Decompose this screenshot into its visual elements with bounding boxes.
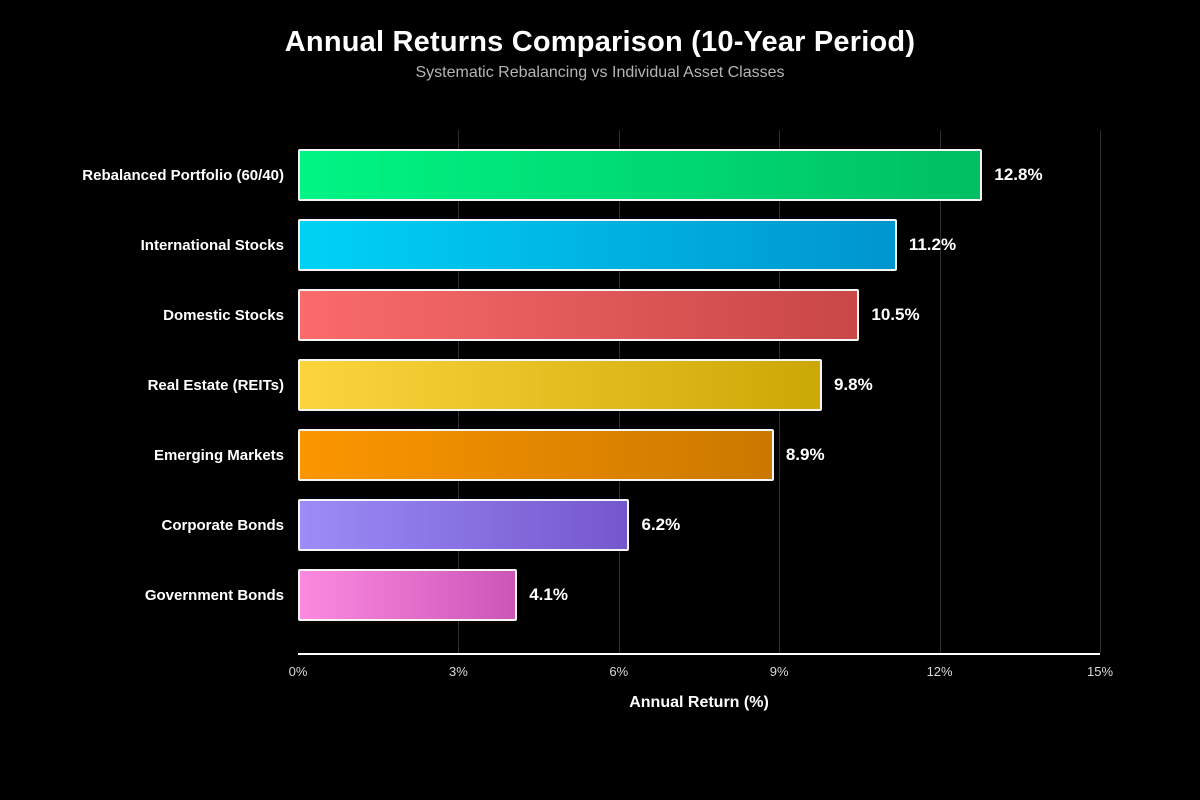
bar-value-label: 9.8% [833,375,873,394]
bar [298,219,897,271]
bar [298,569,518,621]
bar-value-label: 10.5% [871,305,920,324]
bar-row: 6.2% [298,499,1100,551]
category-label: Corporate Bonds [161,516,284,534]
gridline [939,130,941,653]
chart-subtitle: Systematic Rebalancing vs Individual Ass… [415,64,785,81]
bar-row: 12.8% [298,149,1100,201]
bar-value-label: 11.2% [908,235,957,254]
bar [298,499,630,551]
bar [298,149,983,201]
category-label: Rebalanced Portfolio (60/40) [82,166,284,184]
bar-row: 10.5% [298,289,1100,341]
bar-value-label: 8.9% [785,445,825,464]
category-label: International Stocks [140,236,284,254]
bar-value-label: 12.8% [994,165,1043,184]
bar-row: 8.9% [298,429,1100,481]
bar-value-label: 4.1% [529,585,568,604]
x-tick-label: 15% [1086,664,1114,679]
x-tick-label: 12% [926,664,953,679]
x-tick-label: 9% [769,664,789,679]
bar [298,429,774,481]
gridline [1100,130,1101,653]
category-label: Emerging Markets [153,446,284,464]
bar-row: 4.1% [298,569,1100,621]
category-label: Government Bonds [144,586,284,604]
category-axis: Rebalanced Portfolio (60/40) Internationa… [0,130,1200,655]
x-tick-label: 6% [609,664,629,679]
chart-title: Annual Returns Comparison (10-Year Perio… [284,26,916,58]
category-label: Real Estate (REITs) [147,376,284,394]
bar-chart: Rebalanced Portfolio (60/40) Internationa… [0,130,1200,655]
bar-value-label: 6.2% [641,515,681,534]
x-axis-title: Annual Return (%) [629,694,769,711]
bar [298,289,860,341]
bar [298,359,822,411]
bar-row: 9.8% [298,359,1100,411]
x-tick-label: 3% [448,664,468,679]
plot-area: 12.8% 11.2% 10.5% 9.8% 8.9% 6.2% 4.1% [298,130,1101,655]
bar-row: 11.2% [298,219,1100,271]
category-label: Domestic Stocks [163,306,284,324]
x-tick-label: 0% [288,664,308,679]
